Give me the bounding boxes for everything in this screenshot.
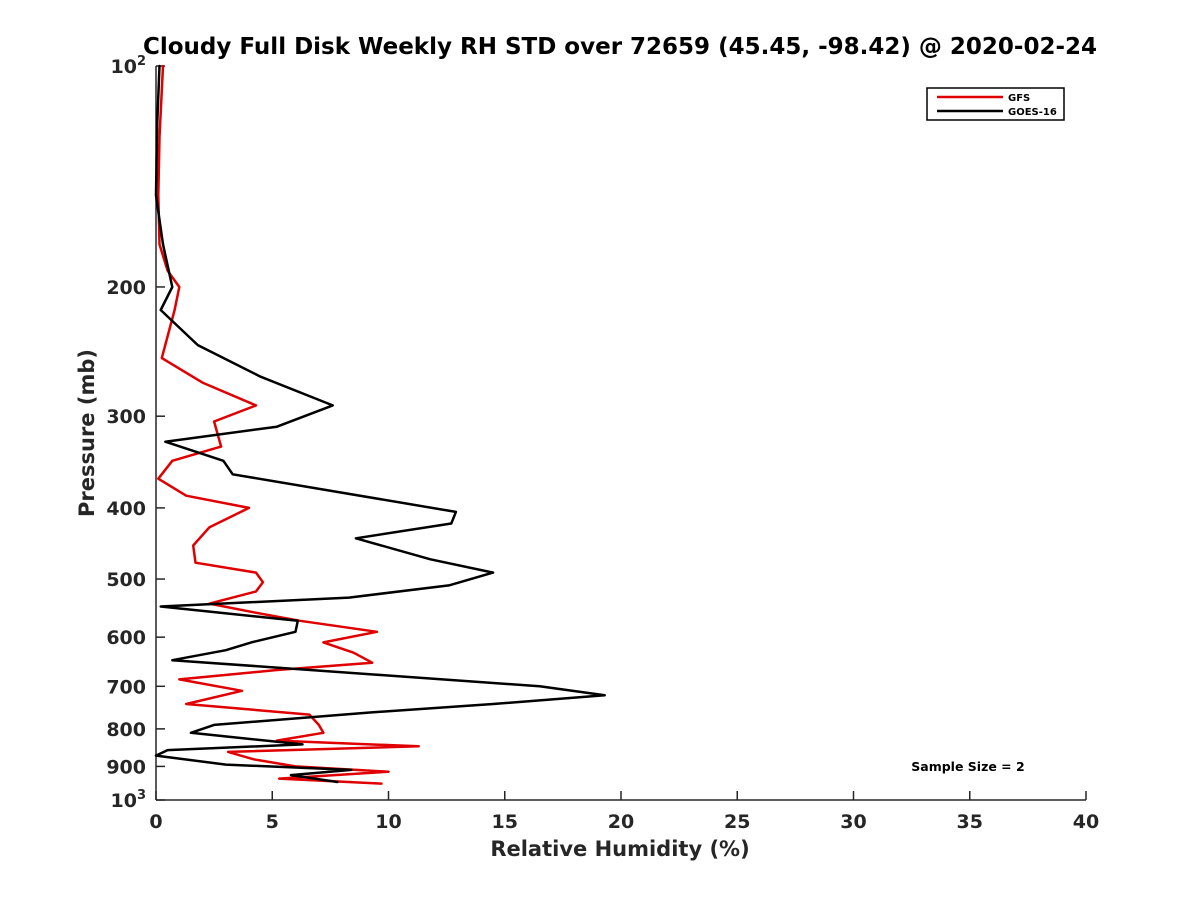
y-tick-label: 103 <box>111 788 147 812</box>
y-tick-label: 500 <box>106 569 146 591</box>
legend-label-gfs: GFS <box>1008 93 1030 104</box>
y-tick-label: 900 <box>106 756 146 778</box>
y-axis-label: Pressure (mb) <box>75 349 99 517</box>
chart-title: Cloudy Full Disk Weekly RH STD over 7265… <box>143 34 1097 60</box>
y-tick-label: 200 <box>106 277 146 299</box>
y-tick-base: 10 <box>111 56 137 78</box>
x-axis-label: Relative Humidity (%) <box>490 837 749 861</box>
x-tick-label: 25 <box>724 811 750 833</box>
y-tick-exponent: 3 <box>137 788 146 803</box>
x-tick-label: 40 <box>1073 811 1099 833</box>
x-tick-label: 30 <box>840 811 866 833</box>
y-tick-exponent: 2 <box>137 54 146 69</box>
series-layer <box>154 64 606 785</box>
x-tick-label: 5 <box>266 811 279 833</box>
y-tick-base: 10 <box>111 790 137 812</box>
series-line-gfs <box>157 64 420 785</box>
x-tick-label: 15 <box>492 811 518 833</box>
x-tick-label: 35 <box>957 811 983 833</box>
y-tick-label: 600 <box>106 627 146 649</box>
series-line-goes16 <box>154 64 606 784</box>
y-tick-label: 400 <box>106 498 146 520</box>
y-tick-label: 700 <box>106 676 146 698</box>
legend-label-goes16: GOES-16 <box>1008 107 1057 118</box>
axes: 0 5 10 15 20 25 30 35 40102200300400500600700800… <box>106 54 1099 833</box>
x-tick-label: 0 <box>149 811 162 833</box>
y-tick-label: 102 <box>111 54 147 78</box>
legend-box <box>926 87 1065 121</box>
y-tick-label: 800 <box>106 719 146 741</box>
legend: GFS GOES-16 <box>926 87 1065 121</box>
x-tick-label: 20 <box>608 811 634 833</box>
sample-size-annotation: Sample Size = 2 <box>911 759 1024 774</box>
x-tick-label: 10 <box>375 811 401 833</box>
y-tick-label: 300 <box>106 406 146 428</box>
